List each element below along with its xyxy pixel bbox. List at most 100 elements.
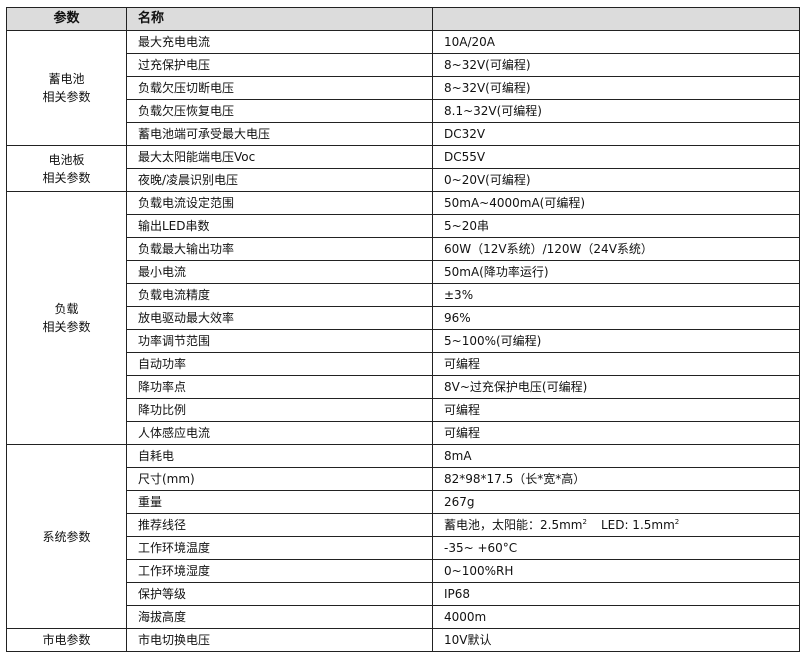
group-label-line2: 相关参数 [42,320,91,334]
value-text: 8~32V(可编程) [444,58,531,72]
param-value: 0~100%RH [432,559,800,583]
value-text: 0~100%RH [444,564,514,578]
header-row: 参数 名称 [6,7,800,31]
param-name: 最小电流 [126,260,433,284]
group-label-line1: 电池板 [48,152,85,167]
table-row: 市电参数 市电切换电压 10V默认 [6,628,800,652]
table-row: 负载欠压恢复电压 8.1~32V(可编程) [7,99,800,123]
group-label-line1: 系统参数 [42,529,91,544]
group-label: 蓄电池 相关参数 [6,30,127,146]
param-value: 82*98*17.5（长*宽*高） [432,467,800,491]
value-text: DC55V [444,150,486,164]
param-name: 自动功率 [126,352,433,376]
param-value: 5~20串 [432,214,800,238]
param-value: 50mA(降功率运行) [432,260,800,284]
param-name: 保护等级 [126,582,433,606]
param-name: 尺寸(mm) [126,467,433,491]
param-name: 负载电流设定范围 [126,191,433,215]
param-value: 10A/20A [432,30,800,54]
value-text: 可编程 [444,403,481,417]
param-value: 60W（12V系统）/120W（24V系统） [432,237,800,261]
value-text: ±3% [444,288,474,302]
param-name: 输出LED串数 [126,214,433,238]
value-text: 8V~过充保护电压(可编程) [444,380,588,394]
value-text: 4000m [444,610,487,624]
group-label-line1: 蓄电池 [48,72,85,86]
table-row: 尺寸(mm) 82*98*17.5（长*宽*高） [7,467,800,491]
param-name: 负载电流精度 [126,283,433,307]
value-text: IP68 [444,587,471,601]
value-text: 50mA(降功率运行) [444,265,549,279]
value-text: 60W（12V系统）/120W（24V系统） [444,242,653,256]
param-name: 市电切换电压 [126,628,433,652]
group-label: 系统参数 [6,444,127,629]
param-value: 8~32V(可编程) [432,76,800,100]
table-row: 电池板相关参数 最大太阳能端电压Voc DC55V [6,145,800,192]
group-label-line2: 相关参数 [42,170,91,185]
param-value: 267g [432,490,800,514]
value-text: 5~100%(可编程) [444,334,542,348]
group-label: 市电参数 [6,628,127,652]
table-row: 保护等级 IP68 [7,582,800,606]
table-row: 负载最大输出功率 60W（12V系统）/120W（24V系统） [7,237,800,261]
param-name: 推荐线径 [126,513,433,537]
param-name: 夜晚/凌晨识别电压 [126,168,433,192]
value-text: 267g [444,495,475,509]
param-value: 蓄电池，太阳能：2.5mm2 LED: 1.5mm2 [432,513,800,537]
param-value: 8~32V(可编程) [432,53,800,77]
header-param: 参数 [6,7,127,31]
param-name: 功率调节范围 [126,329,433,353]
param-name: 降功比例 [126,398,433,422]
group-label-line1: 负载 [54,302,79,316]
header-value [432,7,800,31]
param-value: 可编程 [432,352,800,376]
param-value: -35~ +60°C [432,536,800,560]
param-name: 负载最大输出功率 [126,237,433,261]
param-value: DC55V [432,145,800,169]
table-row: 蓄电池 相关参数 最大充电电流 10A/20A [6,30,800,146]
table-row: 自动功率 可编程 [7,352,800,376]
table-row: 负载相关参数 负载电流设定范围 50mA~4000mA(可编程) [6,191,800,445]
param-value: 4000m [432,605,800,629]
value-text: 10A/20A [444,35,495,49]
value-text-2: LED: 1.5mm [600,518,675,532]
header-name: 名称 [126,7,433,31]
param-name: 工作环境湿度 [126,559,433,583]
table-row: 降功比例 可编程 [7,398,800,422]
param-value: 50mA~4000mA(可编程) [432,191,800,215]
table-row: 最小电流 50mA(降功率运行) [7,260,800,284]
table-row: 海拔高度 4000m [7,605,800,629]
param-name: 蓄电池端可承受最大电压 [126,122,433,146]
param-name: 最大太阳能端电压Voc [126,145,433,169]
param-value: 0~20V(可编程) [432,168,800,192]
table-row: 系统参数 自耗电 8mA [6,444,800,629]
value-text: 5~20串 [444,219,489,233]
group-label-line2: 相关参数 [42,90,91,104]
param-value: IP68 [432,582,800,606]
table-row: 蓄电池端可承受最大电压 DC32V [7,122,800,146]
param-name: 降功率点 [126,375,433,399]
value-text: 蓄电池，太阳能：2.5mm [444,518,583,532]
value-text: -35~ +60°C [444,541,518,555]
param-name: 人体感应电流 [126,421,433,445]
value-text: 8~32V(可编程) [444,81,531,95]
param-name: 放电驱动最大效率 [126,306,433,330]
param-name: 海拔高度 [126,605,433,629]
table-row: 过充保护电压 8~32V(可编程) [7,53,800,77]
param-value: 可编程 [432,421,800,445]
param-value: ±3% [432,283,800,307]
param-name: 工作环境温度 [126,536,433,560]
param-value: 96% [432,306,800,330]
value-text: 82*98*17.5（长*宽*高） [444,472,586,486]
param-name: 自耗电 [126,444,433,468]
value-text: 8.1~32V(可编程) [444,104,542,118]
param-value: 8.1~32V(可编程) [432,99,800,123]
param-value: 10V默认 [432,628,800,652]
param-value: 8mA [432,444,800,468]
param-name: 过充保护电压 [126,53,433,77]
value-text: 可编程 [444,357,481,371]
group-label-line1: 市电参数 [42,633,91,647]
param-name: 最大充电电流 [126,30,433,54]
param-name: 负载欠压恢复电压 [126,99,433,123]
table-row: 工作环境湿度 0~100%RH [7,559,800,583]
